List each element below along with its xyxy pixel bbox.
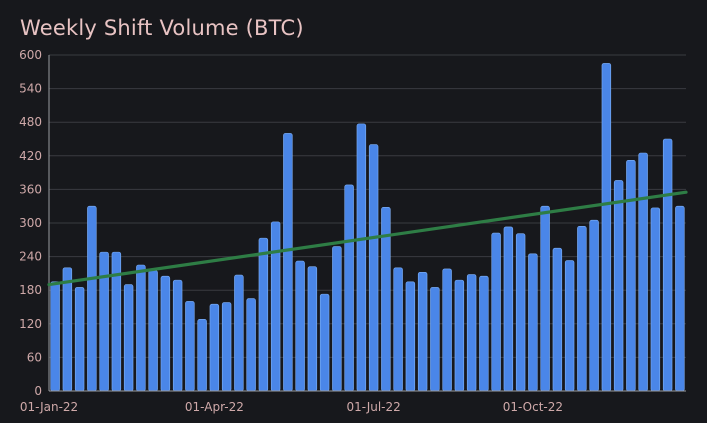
y-tick-label: 300 [19,216,42,230]
bar [393,267,403,392]
y-tick-label: 180 [19,283,42,297]
bar [332,246,342,392]
bar [528,253,538,392]
bar [540,205,550,392]
y-tick-label: 60 [27,350,42,364]
x-tick-label: 01-Jan-22 [20,400,78,414]
bar [650,207,661,392]
y-tick-label: 420 [19,149,42,163]
y-tick-label: 600 [19,48,42,62]
y-tick-label: 120 [19,317,42,331]
x-tick-label: 01-Jul-22 [346,400,400,414]
bar [638,152,648,392]
bar [283,133,293,392]
x-tick-label: 01-Apr-22 [185,400,244,414]
bar [675,205,685,392]
bar [62,267,73,392]
bar [123,284,134,392]
bar [552,247,563,392]
bar [234,274,244,392]
bar [344,184,354,392]
bar [246,298,256,392]
bar [160,275,171,392]
bar [466,274,477,392]
bar [430,287,440,392]
chart-title: Weekly Shift Volume (BTC) [20,16,304,40]
x-tick-label: 01-Oct-22 [503,400,563,414]
y-tick-label: 240 [19,250,42,264]
y-tick-label: 0 [34,384,42,398]
bar [515,233,526,392]
y-tick-label: 540 [19,82,42,96]
bar [99,251,109,392]
bar [148,270,158,392]
bar [491,232,501,392]
bar [221,302,232,392]
bar [368,144,379,392]
bar [319,293,330,392]
bar [613,180,624,392]
bar [479,275,489,392]
bar [417,271,428,392]
bar [209,303,220,392]
bar [74,287,85,392]
bar [258,237,269,392]
bar [503,226,514,392]
bar [295,260,305,392]
bar [626,159,636,392]
bar [601,63,612,392]
bar [405,281,416,392]
bar [172,279,183,392]
y-tick-label: 480 [19,115,42,129]
bar [442,268,452,392]
bar [589,219,599,392]
bar [136,264,146,392]
bar [270,221,281,392]
y-tick-label: 360 [19,182,42,196]
bar [87,205,97,392]
trend-line [47,190,688,287]
bar [577,226,587,392]
bar [197,319,207,392]
bar [454,279,465,392]
bar [307,266,318,392]
bar [185,301,195,392]
bar [564,260,575,392]
bar [356,123,367,392]
bar [662,138,673,392]
bar [50,281,60,392]
